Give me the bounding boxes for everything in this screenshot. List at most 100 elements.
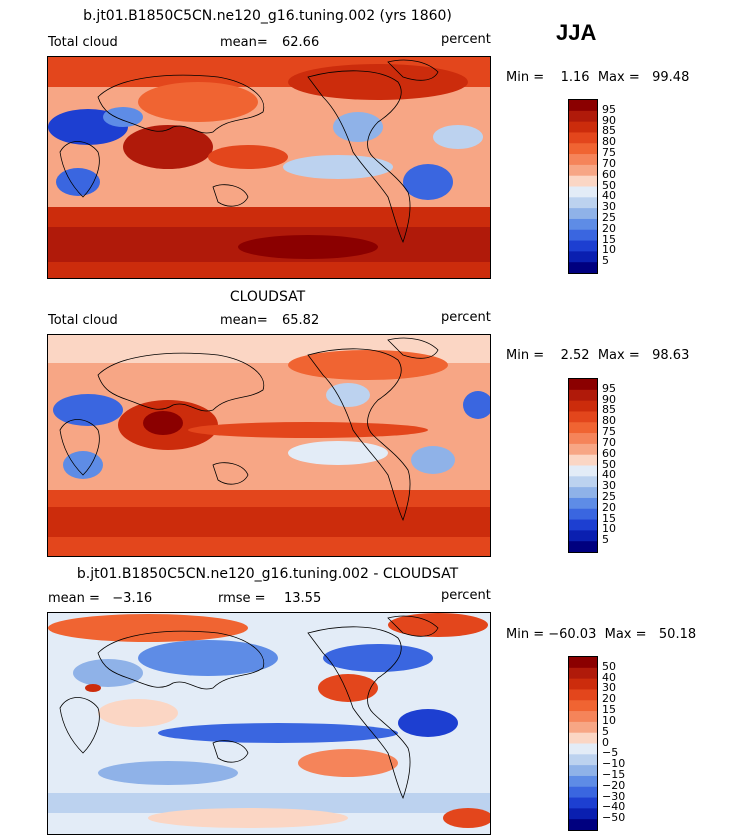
colorbar-swatch [569,732,597,744]
colorbar-tick-label: 0 [602,735,609,749]
colorbar-swatch [569,379,597,391]
panel-3-field-blob [98,761,238,785]
colorbar-tick-label: 85 [602,403,616,417]
colorbar-swatch [569,175,597,187]
panel-1-field-blob [208,145,288,169]
colorbar-tick-label: −40 [602,800,626,814]
panel-1-field-blob [238,235,378,259]
colorbar-tick-label: 60 [602,167,616,181]
panel-3-title: b.jt01.B1850C5CN.ne120_g16.tuning.002 - … [76,566,459,582]
colorbar-tick-label: 40 [602,670,616,684]
panel-2-colorbar [568,378,598,553]
colorbar-tick-label: −5 [602,746,619,760]
colorbar-swatch [569,487,597,499]
colorbar-swatch [569,164,597,177]
panel-3-field-blob [318,674,378,702]
colorbar-swatch [569,208,597,220]
colorbar-swatch [569,689,597,701]
colorbar-swatch [569,541,597,552]
colorbar-swatch [569,508,597,521]
colorbar-tick-label: 85 [602,124,616,138]
panel-3-field-blob [148,808,348,828]
colorbar-tick-label: 40 [602,468,616,482]
colorbar-swatch [569,808,597,820]
colorbar-swatch [569,819,597,830]
panel-1-colorbar [568,99,598,274]
panel-2-field-blob [326,383,370,407]
panel-1-mean-value: 62.66 [282,35,320,50]
colorbar-tick-label: 75 [602,425,616,439]
panel-2-coastlines [59,337,439,522]
panel-3-units: percent [441,588,491,603]
colorbar-tick-label: 15 [602,232,616,246]
colorbar-tick-label: 20 [602,692,616,706]
panel-1-field-blob [103,107,143,127]
colorbar-swatch [569,765,597,777]
panel-3-field-band [48,793,490,813]
colorbar-swatch [569,110,597,123]
colorbar-tick-label: 15 [602,703,616,717]
panel-2-field-blob [411,446,455,474]
colorbar-tick-label: 20 [602,500,616,514]
panel-2-map [47,334,491,557]
panel-1-mean-label: mean= [220,35,268,50]
panel-3-rmse-value: 13.55 [284,591,322,606]
panel-1-field-blob [433,125,483,149]
colorbar-swatch [569,497,597,510]
panel-3-field-blob [398,709,458,737]
panel-2-field-blob [143,411,183,435]
colorbar-swatch [569,251,597,263]
panel-1-variable-label: Total cloud [48,35,118,50]
panel-1-coastlines [59,59,439,244]
colorbar-tick-label: 60 [602,446,616,460]
colorbar-tick-label: 80 [602,414,616,428]
colorbar-tick-label: 90 [602,392,616,406]
panel-2-units: percent [441,310,491,325]
colorbar-swatch [569,154,597,166]
colorbar-swatch [569,743,597,755]
colorbar-tick-label: 10 [602,713,616,727]
colorbar-tick-label: 70 [602,435,616,449]
panel-1-field-blob [283,155,393,179]
colorbar-swatch [569,711,597,723]
panel-3-coastlines [59,615,439,800]
panel-2-field-blob [63,451,103,479]
colorbar-tick-label: −50 [602,811,626,825]
colorbar-swatch [569,775,597,788]
colorbar-swatch [569,132,597,144]
panel-1-field-blob [123,125,213,169]
panel-3-mean: mean = −3.16 [48,591,153,606]
colorbar-tick-label: 50 [602,178,616,192]
colorbar-tick-label: 10 [602,243,616,257]
colorbar-swatch [569,721,597,734]
panel-2-field-blob [188,422,428,438]
season-label: JJA [556,20,597,45]
panel-2-mean-label: mean= [220,313,268,328]
colorbar-tick-label: 90 [602,113,616,127]
colorbar-tick-label: 20 [602,221,616,235]
panel-2-minmax: Min = 2.52 Max = 98.63 [506,348,690,363]
panel-1-title: b.jt01.B1850C5CN.ne120_g16.tuning.002 (y… [83,8,452,24]
colorbar-tick-label: 95 [602,381,616,395]
colorbar-tick-label: 5 [602,533,609,547]
colorbar-swatch [569,657,597,669]
colorbar-tick-label: −15 [602,767,626,781]
colorbar-swatch [569,240,597,252]
panel-2-variable-label: Total cloud [48,313,118,328]
colorbar-swatch [569,519,597,531]
colorbar-swatch [569,667,597,680]
colorbar-tick-label: 30 [602,681,616,695]
colorbar-tick-label: −30 [602,789,626,803]
colorbar-tick-label: 25 [602,210,616,224]
panel-1-field-blob [333,112,383,142]
colorbar-swatch [569,262,597,273]
panel-2-field-blob [288,441,388,465]
panel-1-field-blob [138,82,258,122]
colorbar-tick-label: 95 [602,102,616,116]
colorbar-swatch [569,197,597,209]
colorbar-tick-label: 50 [602,659,616,673]
panel-2-field-blob [288,350,448,380]
colorbar-swatch [569,530,597,542]
panel-3-field-blob [73,659,143,687]
colorbar-tick-label: 15 [602,511,616,525]
